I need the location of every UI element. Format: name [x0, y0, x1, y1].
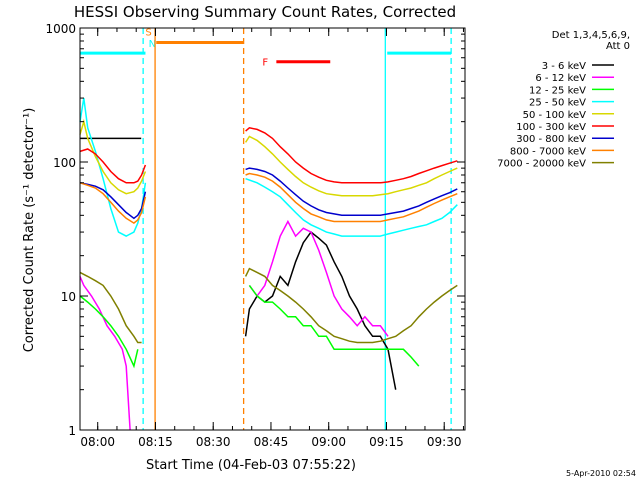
series-line: [245, 167, 458, 217]
series-line: [79, 148, 147, 184]
legend-entry-label: 6 - 12 keV: [535, 73, 586, 84]
legend-entry-label: 100 - 300 keV: [516, 122, 586, 133]
series-line: [248, 284, 420, 367]
series-line: [244, 231, 397, 390]
series-line: [79, 276, 131, 431]
y-tick-label: 1: [68, 424, 76, 438]
series-line: [79, 295, 139, 369]
legend-entry-label: 300 - 800 keV: [516, 134, 586, 145]
x-tick-label: 08:15: [138, 435, 173, 449]
series-line: [79, 182, 147, 225]
series-line: [245, 172, 458, 223]
legend-entry-label: 25 - 50 keV: [529, 98, 586, 109]
series-line: [248, 219, 389, 337]
x-tick-label: 08:45: [254, 435, 289, 449]
y-tick-label: 10: [61, 290, 76, 304]
legend-entry-label: 7000 - 20000 keV: [497, 159, 586, 170]
y-axis-label: Corrected Count Rate (s⁻¹ detector⁻¹): [22, 108, 37, 353]
x-axis-label: Start Time (04-Feb-03 07:55:22): [146, 458, 356, 473]
plot-frame: [79, 27, 466, 431]
legend-entry-label: 12 - 25 keV: [529, 85, 586, 96]
legend-entry-label: 800 - 7000 keV: [510, 146, 586, 157]
series-line: [79, 97, 147, 237]
x-tick-label: 09:15: [369, 435, 404, 449]
y-tick-label: 1000: [45, 22, 76, 36]
series-line: [245, 126, 458, 184]
x-tick-label: 08:00: [80, 435, 115, 449]
marker-letter: S: [145, 27, 151, 38]
legend-entry-label: 3 - 6 keV: [542, 61, 586, 72]
chart-title: HESSI Observing Summary Count Rates, Cor…: [74, 3, 456, 21]
series-line: [244, 135, 458, 197]
series-line: [79, 118, 147, 195]
x-tick-label: 09:00: [311, 435, 346, 449]
flag-bar-label: F: [262, 58, 268, 69]
legend-header: Att 0: [606, 41, 630, 52]
axes: 08:00 08:15 08:30 08:45 09:00 09:15 09:30 1 10 10…: [45, 22, 466, 449]
series-line: [79, 271, 142, 344]
marker-letter: N: [149, 39, 156, 50]
series-line: [244, 267, 458, 344]
legend-header: Det 1,3,4,5,6,9,: [552, 30, 630, 41]
legend-entry-label: 50 - 100 keV: [523, 110, 587, 121]
x-tick-label: 08:30: [196, 435, 231, 449]
x-tick-label: 09:30: [427, 435, 462, 449]
timestamp: 5-Apr-2010 02:54: [566, 469, 636, 478]
series-line: [79, 182, 147, 220]
series-line: [245, 177, 458, 237]
plot-area: F SN: [79, 27, 458, 431]
y-tick-label: 100: [53, 156, 76, 170]
